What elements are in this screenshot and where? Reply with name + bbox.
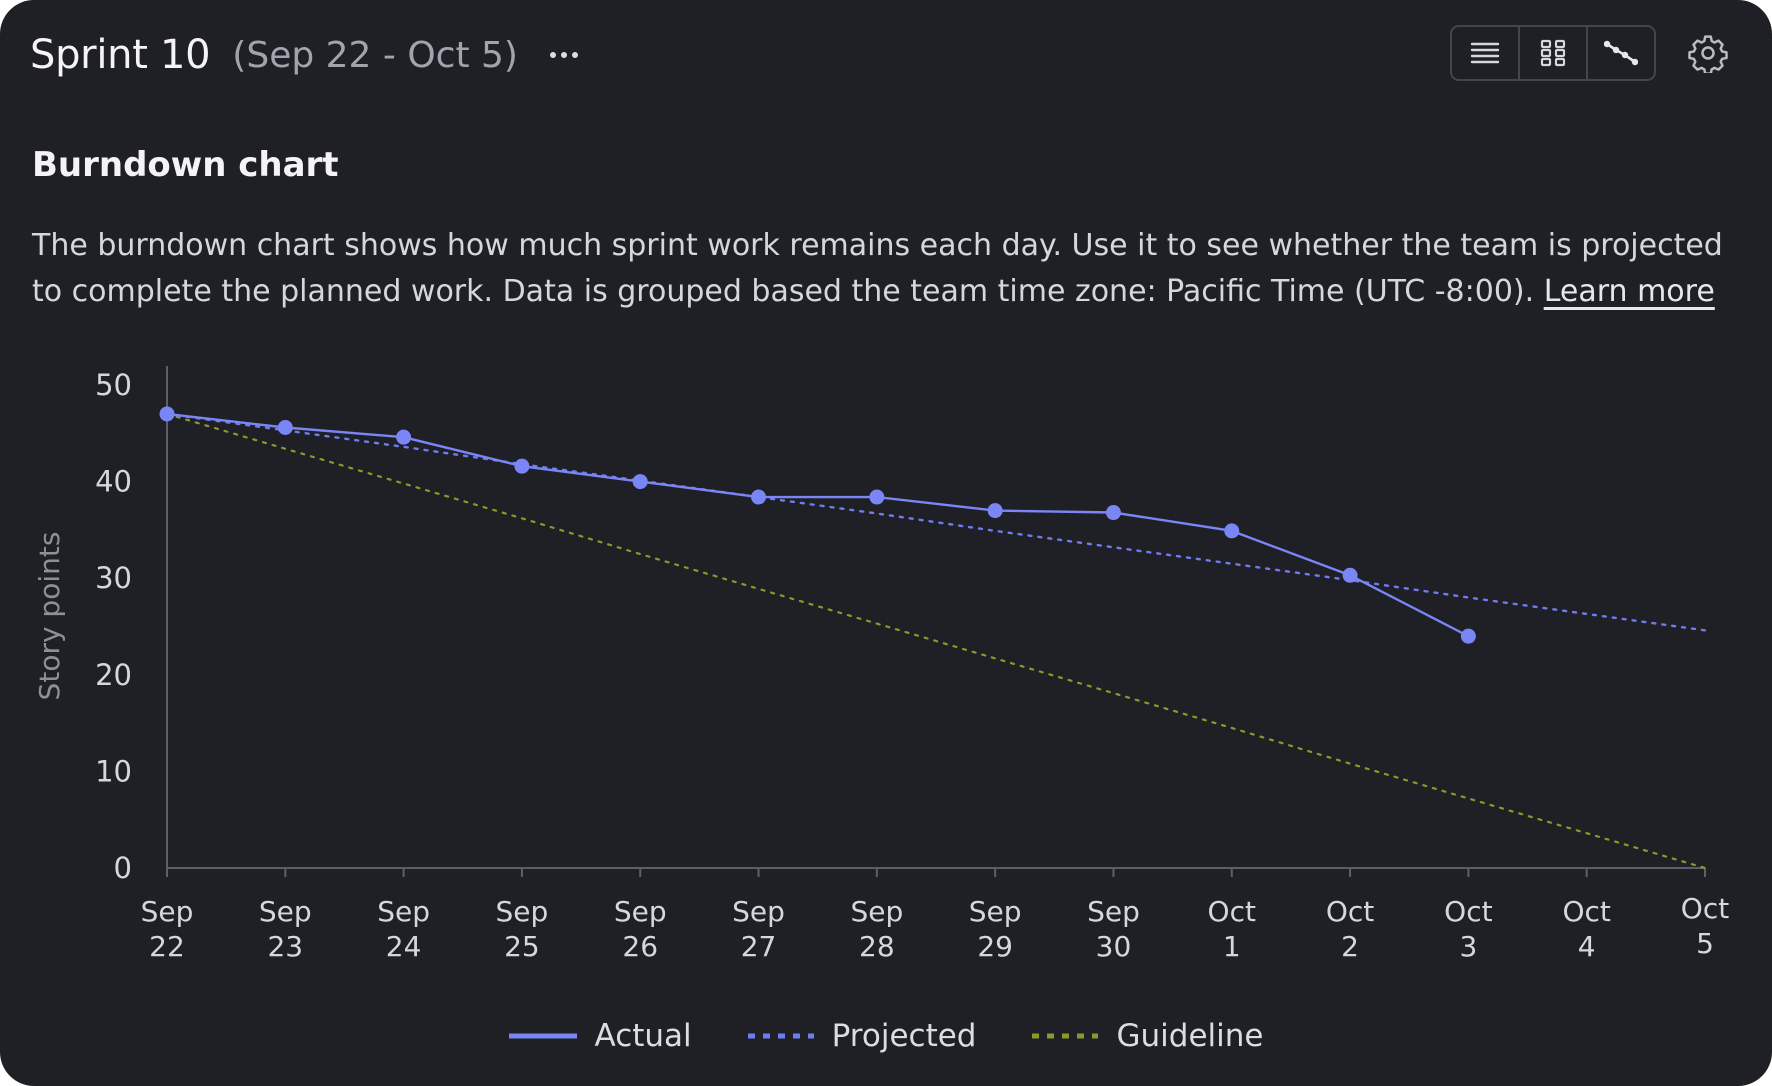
data-point-actual	[1105, 505, 1121, 521]
data-point-actual	[632, 474, 648, 490]
data-point-actual	[869, 489, 885, 505]
x-tick-label: Oct 5	[1681, 892, 1729, 960]
chart-view-button[interactable]	[1588, 27, 1654, 79]
x-tick-label: Sep 27	[732, 895, 785, 963]
data-point-actual	[751, 489, 767, 505]
sprint-title: Sprint 10	[30, 32, 211, 78]
view-toggle	[1450, 25, 1656, 81]
y-tick-label: 50	[95, 368, 132, 402]
x-tick-label: Sep 28	[850, 895, 903, 963]
x-tick-label: Oct 1	[1208, 895, 1256, 963]
x-tick-label: Oct 2	[1326, 895, 1374, 963]
learn-more-link[interactable]: Learn more	[1543, 274, 1715, 309]
grid-icon	[1540, 39, 1566, 67]
x-tick-label: Oct 4	[1562, 895, 1610, 963]
series-line-actual	[165, 412, 1470, 638]
list-icon	[1470, 42, 1500, 64]
x-tick-label: Sep 29	[969, 895, 1022, 963]
legend-item-actual[interactable]: Actual	[508, 1018, 692, 1054]
list-view-button[interactable]	[1452, 27, 1520, 79]
legend-label-actual: Actual	[594, 1018, 692, 1054]
x-tick-label: Sep 26	[614, 895, 667, 963]
legend-item-guideline[interactable]: Guideline	[1030, 1018, 1263, 1054]
data-point-actual	[1342, 567, 1358, 583]
legend-swatch-guideline	[1032, 1033, 1099, 1039]
chart-legend: Actual Projected Guideline	[0, 1018, 1772, 1054]
grid-view-button[interactable]	[1520, 27, 1588, 79]
data-point-actual	[396, 429, 412, 445]
legend-swatch-projected	[747, 1033, 814, 1039]
y-tick-label: 20	[95, 658, 132, 692]
y-axis-label: Story points	[33, 532, 66, 701]
data-point-actual	[1460, 628, 1476, 644]
legend-swatch-actual	[508, 1033, 577, 1039]
section-description: The burndown chart shows how much sprint…	[32, 223, 1742, 315]
x-tick-label: Sep 30	[1087, 895, 1140, 963]
y-tick-label: 30	[95, 561, 132, 595]
y-tick-label: 40	[95, 465, 132, 499]
sprint-dates: (Sep 22 - Oct 5)	[232, 34, 518, 76]
x-tick-label: Sep 22	[141, 895, 194, 963]
description-text: The burndown chart shows how much sprint…	[32, 228, 1723, 309]
more-horizontal-icon[interactable]	[549, 52, 578, 58]
legend-label-guideline: Guideline	[1116, 1018, 1264, 1054]
series-line-projected	[165, 412, 1707, 632]
gear-icon[interactable]	[1688, 33, 1728, 73]
data-point-actual	[277, 420, 293, 436]
data-point-actual	[159, 406, 175, 422]
legend-item-projected[interactable]: Projected	[746, 1018, 977, 1054]
chart-line-icon	[1604, 40, 1638, 66]
y-tick-label: 0	[114, 851, 132, 885]
data-point-actual	[514, 458, 530, 474]
x-tick-label: Oct 3	[1444, 895, 1492, 963]
x-tick-label: Sep 23	[259, 895, 312, 963]
legend-label-projected: Projected	[831, 1018, 977, 1054]
section-heading: Burndown chart	[32, 145, 339, 185]
series-line-guideline	[165, 412, 1707, 870]
data-point-actual	[987, 503, 1003, 519]
x-tick-label: Sep 25	[496, 895, 549, 963]
x-tick-label: Sep 24	[377, 895, 430, 963]
data-point-actual	[1224, 523, 1240, 539]
header: Sprint 10 (Sep 22 - Oct 5)	[30, 30, 578, 80]
y-tick-label: 10	[95, 754, 132, 788]
